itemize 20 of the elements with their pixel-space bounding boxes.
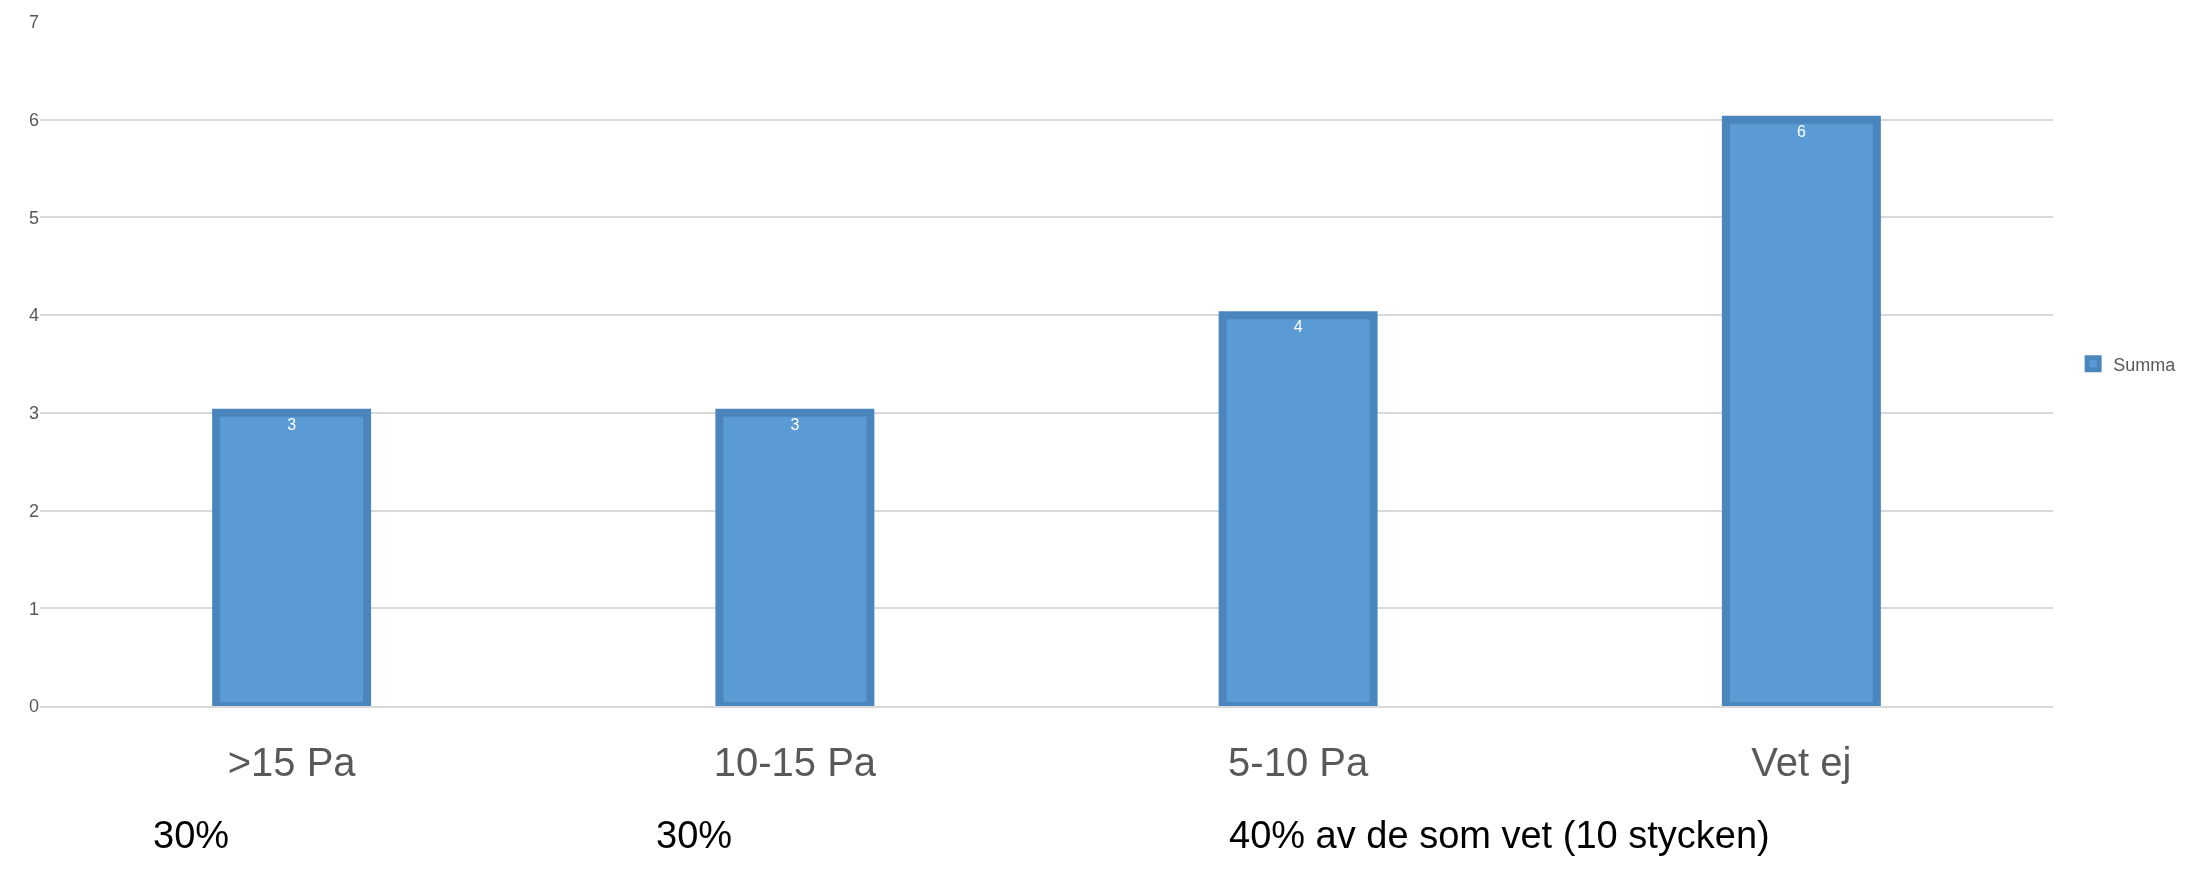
- text: 40% av de som vet (10 stycken): [1229, 814, 1770, 856]
- y-tick-label: 4: [28, 305, 39, 326]
- legend-label: Summa: [2113, 354, 2177, 375]
- y-tick-label: 2: [28, 500, 39, 521]
- data-label: 4: [1293, 318, 1303, 336]
- y-tick-label: 3: [28, 403, 39, 424]
- data-label: 6: [1796, 122, 1806, 140]
- y-tick-label: 5: [28, 207, 39, 228]
- data-label: 3: [287, 415, 297, 433]
- x-tick-label: >15 Pa: [227, 739, 357, 784]
- y-tick-label: 6: [28, 110, 39, 131]
- x-tick-label: Vet ej: [1751, 739, 1852, 784]
- y-tick-label: 0: [28, 696, 39, 717]
- text: 30%: [656, 814, 733, 856]
- x-tick-label: 10-15 Pa: [713, 739, 877, 784]
- y-tick-label: 7: [28, 12, 39, 33]
- data-label: 3: [790, 415, 800, 433]
- x-tick-label: 5-10 Pa: [1228, 739, 1369, 784]
- text: 30%: [153, 814, 230, 856]
- y-tick-label: 1: [28, 598, 39, 619]
